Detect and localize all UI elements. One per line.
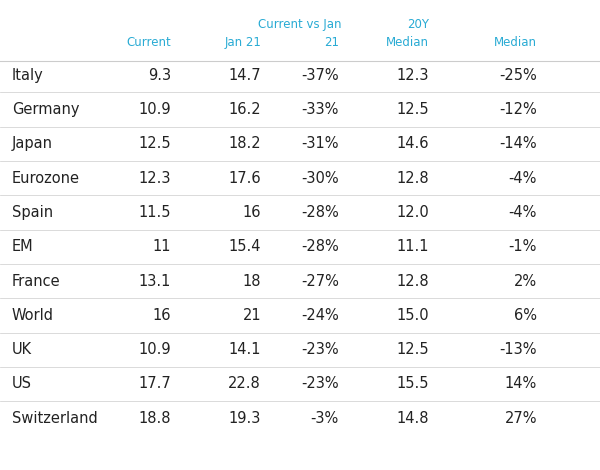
Text: 15.5: 15.5 bbox=[397, 376, 429, 392]
Text: 12.8: 12.8 bbox=[397, 171, 429, 186]
Text: US: US bbox=[12, 376, 32, 392]
Text: -12%: -12% bbox=[499, 102, 537, 117]
Text: Jan 21: Jan 21 bbox=[224, 36, 261, 49]
Text: -37%: -37% bbox=[301, 68, 339, 83]
Text: 9.3: 9.3 bbox=[148, 68, 171, 83]
Text: -25%: -25% bbox=[499, 68, 537, 83]
Text: 11.5: 11.5 bbox=[139, 205, 171, 220]
Text: 14%: 14% bbox=[505, 376, 537, 392]
Text: 16: 16 bbox=[242, 205, 261, 220]
Text: -31%: -31% bbox=[301, 136, 339, 151]
Text: UK: UK bbox=[12, 342, 32, 357]
Text: World: World bbox=[12, 308, 54, 323]
Text: Switzerland: Switzerland bbox=[12, 411, 98, 426]
Text: -3%: -3% bbox=[311, 411, 339, 426]
Text: 2%: 2% bbox=[514, 274, 537, 289]
Text: Current: Current bbox=[126, 36, 171, 49]
Text: 14.7: 14.7 bbox=[229, 68, 261, 83]
Text: 21: 21 bbox=[242, 308, 261, 323]
Text: 14.6: 14.6 bbox=[397, 136, 429, 151]
Text: 6%: 6% bbox=[514, 308, 537, 323]
Text: Spain: Spain bbox=[12, 205, 53, 220]
Text: Median: Median bbox=[494, 36, 537, 49]
Text: 10.9: 10.9 bbox=[139, 342, 171, 357]
Text: -14%: -14% bbox=[499, 136, 537, 151]
Text: 17.7: 17.7 bbox=[138, 376, 171, 392]
Text: 12.3: 12.3 bbox=[139, 171, 171, 186]
Text: 12.3: 12.3 bbox=[397, 68, 429, 83]
Text: 12.5: 12.5 bbox=[397, 342, 429, 357]
Text: 18.8: 18.8 bbox=[139, 411, 171, 426]
Text: 27%: 27% bbox=[505, 411, 537, 426]
Text: 10.9: 10.9 bbox=[139, 102, 171, 117]
Text: -23%: -23% bbox=[301, 376, 339, 392]
Text: -27%: -27% bbox=[301, 274, 339, 289]
Text: 12.5: 12.5 bbox=[139, 136, 171, 151]
Text: -23%: -23% bbox=[301, 342, 339, 357]
Text: -4%: -4% bbox=[509, 171, 537, 186]
Text: 12.0: 12.0 bbox=[396, 205, 429, 220]
Text: 16.2: 16.2 bbox=[229, 102, 261, 117]
Text: -28%: -28% bbox=[301, 205, 339, 220]
Text: 15.4: 15.4 bbox=[229, 239, 261, 254]
Text: -33%: -33% bbox=[302, 102, 339, 117]
Text: 13.1: 13.1 bbox=[139, 274, 171, 289]
Text: 11: 11 bbox=[152, 239, 171, 254]
Text: 18.2: 18.2 bbox=[229, 136, 261, 151]
Text: 16: 16 bbox=[152, 308, 171, 323]
Text: EM: EM bbox=[12, 239, 34, 254]
Text: 11.1: 11.1 bbox=[397, 239, 429, 254]
Text: Eurozone: Eurozone bbox=[12, 171, 80, 186]
Text: 22.8: 22.8 bbox=[228, 376, 261, 392]
Text: 15.0: 15.0 bbox=[397, 308, 429, 323]
Text: 12.5: 12.5 bbox=[397, 102, 429, 117]
Text: 14.8: 14.8 bbox=[397, 411, 429, 426]
Text: 18: 18 bbox=[242, 274, 261, 289]
Text: -4%: -4% bbox=[509, 205, 537, 220]
Text: 20Y: 20Y bbox=[407, 17, 429, 31]
Text: 12.8: 12.8 bbox=[397, 274, 429, 289]
Text: -24%: -24% bbox=[301, 308, 339, 323]
Text: -13%: -13% bbox=[499, 342, 537, 357]
Text: Japan: Japan bbox=[12, 136, 53, 151]
Text: -30%: -30% bbox=[301, 171, 339, 186]
Text: 21: 21 bbox=[324, 36, 339, 49]
Text: France: France bbox=[12, 274, 61, 289]
Text: Italy: Italy bbox=[12, 68, 44, 83]
Text: 19.3: 19.3 bbox=[229, 411, 261, 426]
Text: -1%: -1% bbox=[509, 239, 537, 254]
Text: Germany: Germany bbox=[12, 102, 79, 117]
Text: Median: Median bbox=[386, 36, 429, 49]
Text: 17.6: 17.6 bbox=[229, 171, 261, 186]
Text: Current vs Jan: Current vs Jan bbox=[258, 17, 342, 31]
Text: 14.1: 14.1 bbox=[229, 342, 261, 357]
Text: -28%: -28% bbox=[301, 239, 339, 254]
